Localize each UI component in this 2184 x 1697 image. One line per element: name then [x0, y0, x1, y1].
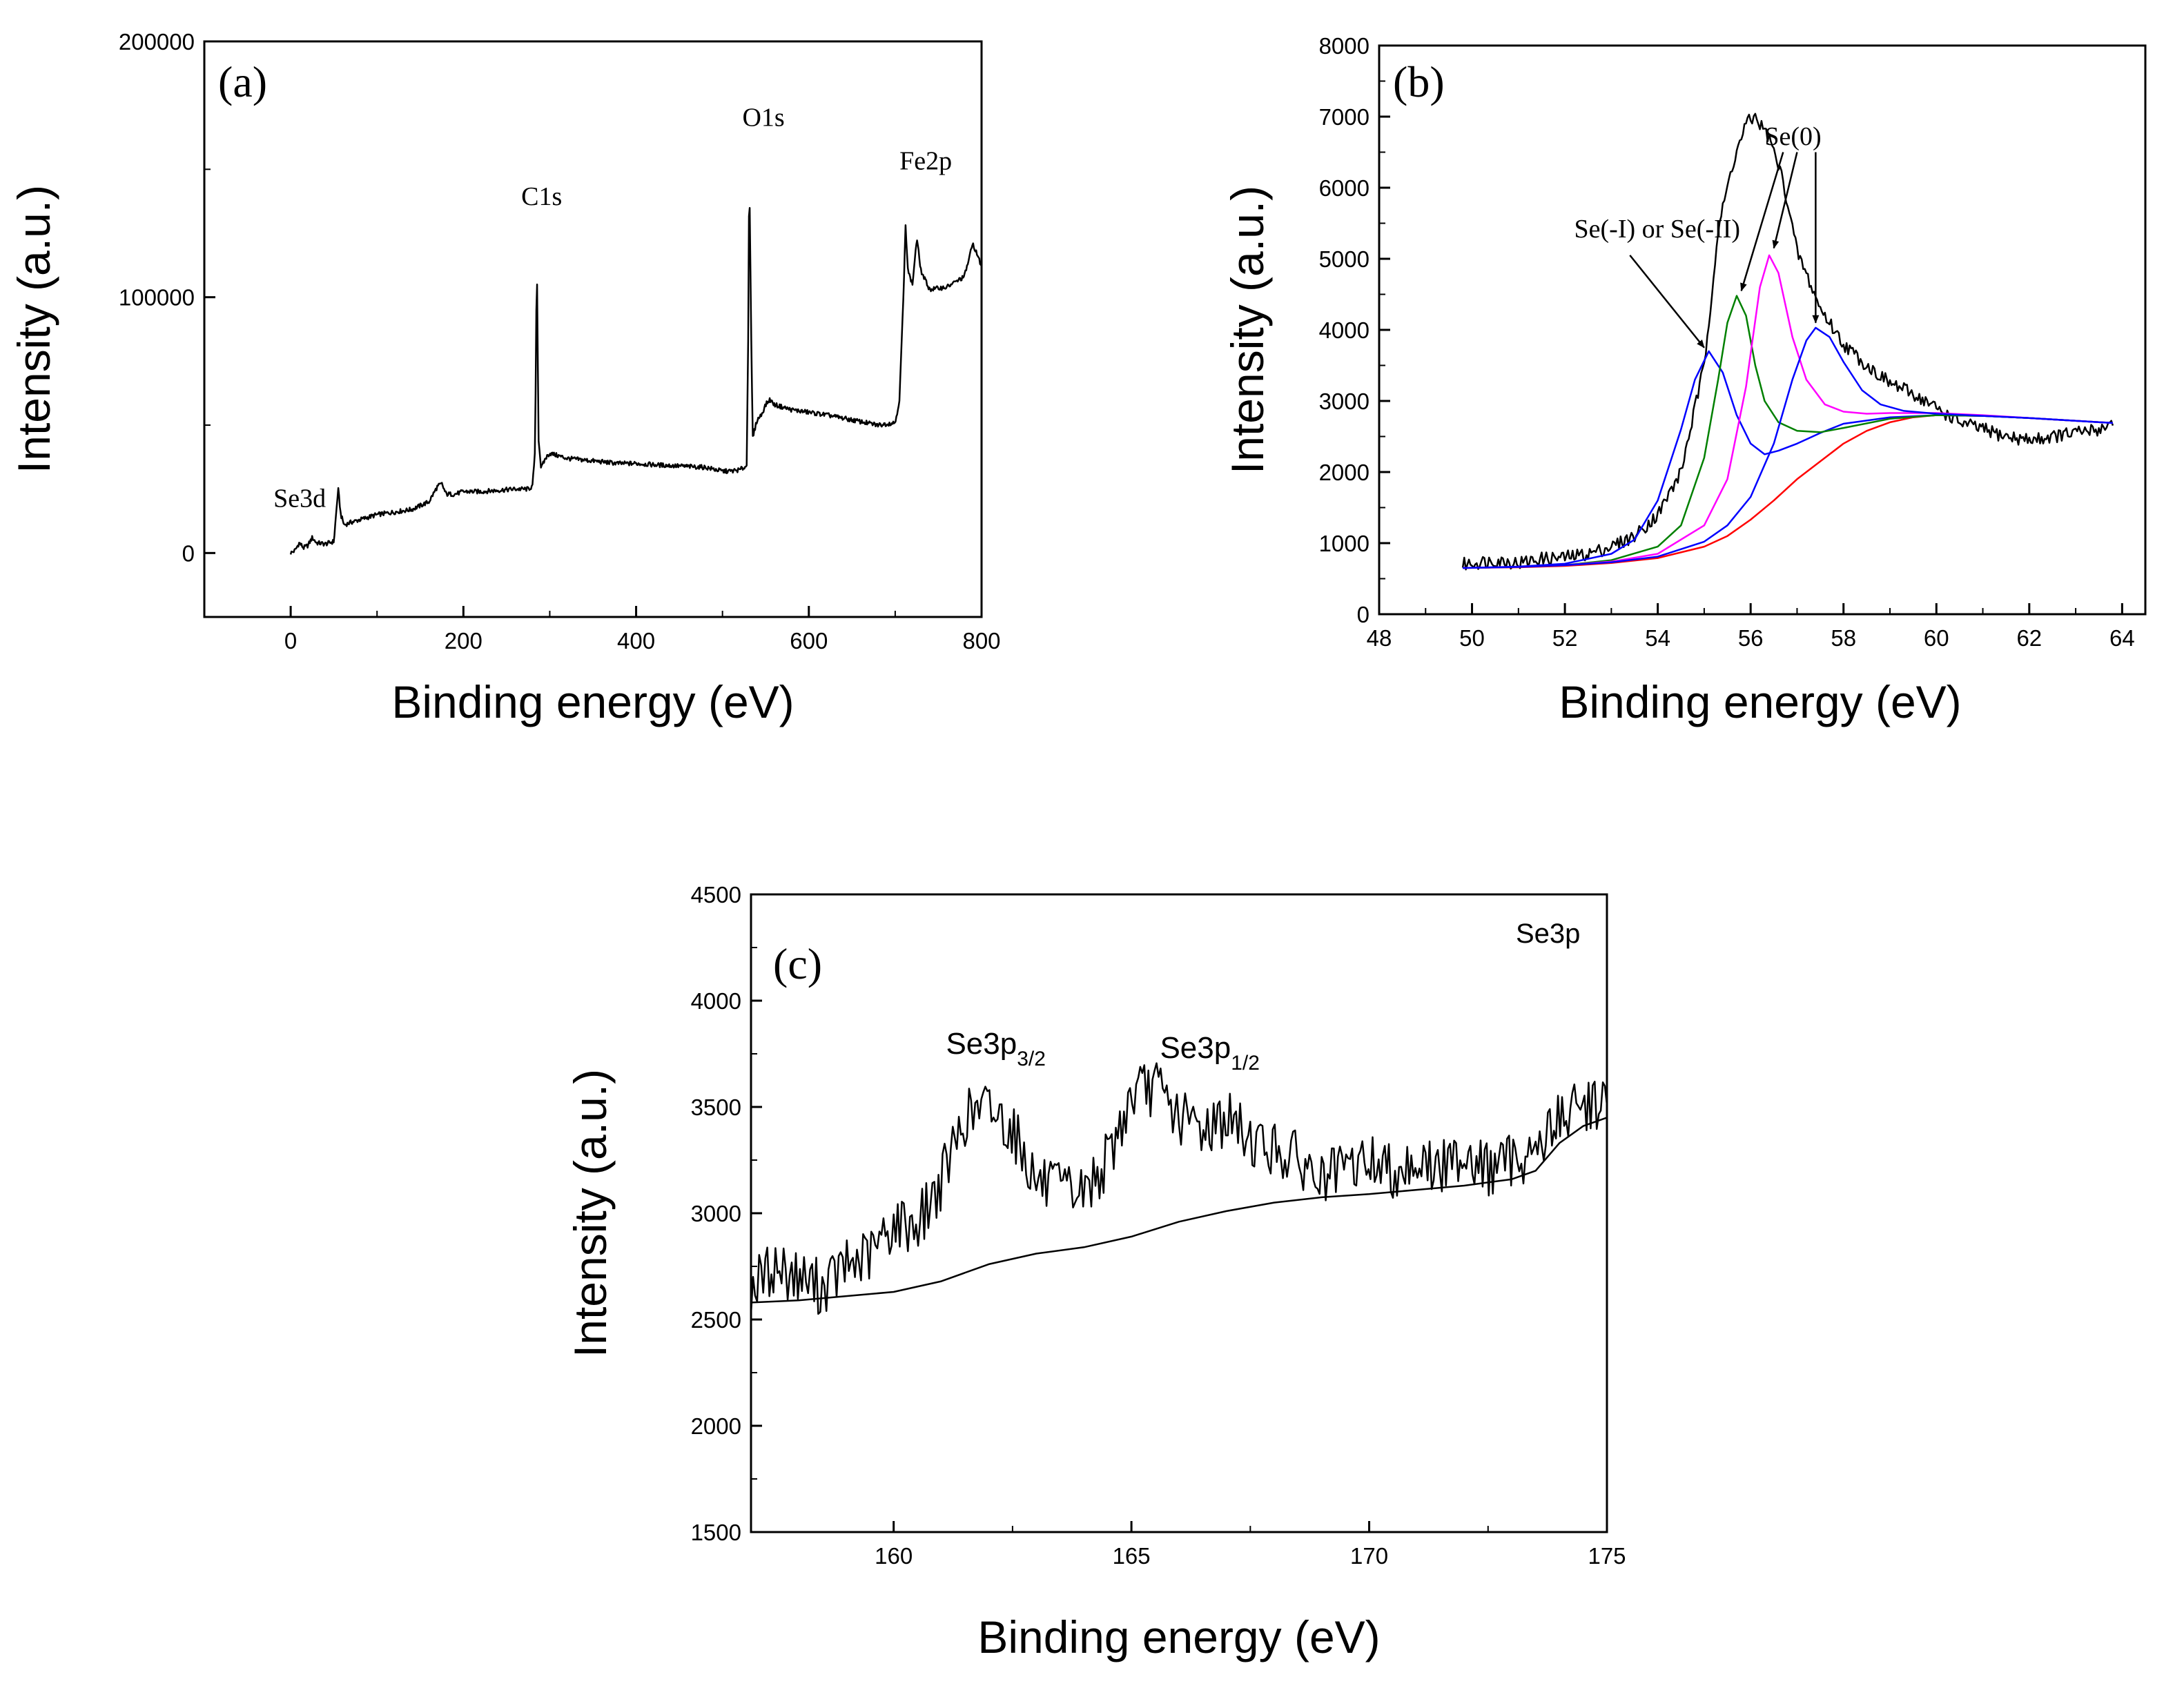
panel-a-ytick-label: 0: [182, 540, 195, 566]
panel-b-ytick-label: 2000: [1319, 460, 1369, 485]
panel-b-series-se-i-or-se-ii: [1463, 350, 2113, 569]
panel-a-ylabel: Intensity (a.u.): [8, 185, 59, 473]
panel-b-annotation: Se(0): [1764, 122, 1821, 151]
panel-b-xtick-label: 54: [1645, 625, 1670, 651]
panel-b-xlabel: Binding energy (eV): [1559, 676, 1961, 727]
panel-c-series-raw-data: [750, 1062, 1608, 1315]
panel-b-series-se-0-component: [1463, 326, 2113, 569]
panel-b-arrow: [1772, 152, 1798, 249]
panel-b-ytick-label: 4000: [1319, 317, 1369, 343]
panel-c-annotation: Se3p3/2: [946, 1027, 1045, 1070]
panel-a-annotation: O1s: [742, 103, 784, 132]
panel-c-letter: (c): [773, 939, 822, 988]
panel-b-arrows: [1629, 152, 1820, 349]
panel-a-xtick-label: 600: [790, 628, 828, 654]
panel-b-series-se-0-3d5-2: [1463, 295, 2113, 569]
panel-b-ytick-label: 0: [1357, 602, 1369, 627]
panel-c-annotations: Se3p3/2 Se3p1/2: [946, 1027, 1259, 1075]
panel-a-annotation: Fe2p: [899, 146, 952, 175]
panel-b-xtick-label: 58: [1831, 625, 1856, 651]
panel-c-ticks: 160 165 170 175 1500 2000 2500 3000 3500 4000 4500: [691, 882, 1626, 1569]
panel-c-ytick-label: 4500: [691, 882, 741, 908]
panel-a-ticks: 0 200 400 600 800 0 100000 200000: [119, 29, 1001, 654]
panel-b-annotation: Se(-I) or Se(-II): [1574, 215, 1741, 244]
panel-c-ylabel: Intensity (a.u.): [565, 1069, 616, 1357]
panel-c: 160 165 170 175 1500 2000 2500 3000 3500 4000 4500…: [565, 882, 1626, 1662]
panel-b-xtick-label: 56: [1738, 625, 1764, 651]
panel-b-ytick-label: 5000: [1319, 246, 1369, 272]
panel-c-series-background: [750, 1117, 1608, 1304]
panel-a-xtick-label: 200: [445, 628, 482, 654]
panel-b-xtick-label: 50: [1459, 625, 1485, 651]
panel-b-xtick-label: 52: [1552, 625, 1578, 651]
panel-a-letter: (a): [218, 57, 267, 106]
panel-a-frame: [203, 40, 983, 618]
panel-c-xlabel: Binding energy (eV): [977, 1611, 1380, 1662]
panel-a-ytick-label: 200000: [119, 29, 195, 55]
panel-b-arrow: [1629, 255, 1705, 349]
panel-b-ytick-label: 8000: [1319, 33, 1369, 59]
panel-b-xtick-label: 62: [2016, 625, 2042, 651]
panel-c-series: [750, 1062, 1608, 1315]
panel-b-xtick-label: 60: [1924, 625, 1949, 651]
panel-b-series: [1461, 112, 2114, 571]
panel-a-xlabel: Binding energy (eV): [391, 676, 794, 727]
panel-c-xtick-label: 165: [1113, 1543, 1151, 1569]
panel-c-ytick-label: 4000: [691, 988, 741, 1014]
panel-c-ytick-label: 3500: [691, 1095, 741, 1120]
panel-c-ytick-label: 2000: [691, 1413, 741, 1439]
panel-b-ylabel: Intensity (a.u.): [1222, 186, 1273, 474]
panel-a-ytick-label: 100000: [119, 285, 195, 311]
panel-a-xtick-label: 400: [617, 628, 655, 654]
panel-b-ytick-label: 6000: [1319, 175, 1369, 201]
panel-b: 48 50 52 54 56 58 60 62 64 0 1000 2000 3000 4000 5000 6…: [1222, 33, 2147, 727]
panel-a-annotations: Se3d C1s O1s Fe2p: [273, 103, 952, 513]
panel-c-annotation-subscript: 3/2: [1017, 1048, 1046, 1070]
panel-b-frame: [1378, 44, 2147, 616]
panel-a-annotation: C1s: [521, 182, 562, 211]
panel-b-letter: (b): [1393, 57, 1445, 106]
panel-c-xtick-label: 175: [1588, 1543, 1626, 1569]
panel-b-arrow: [1740, 152, 1784, 292]
panel-b-xtick-label: 64: [2109, 625, 2135, 651]
panel-b-xtick-label: 48: [1367, 625, 1392, 651]
panel-c-xtick-label: 170: [1350, 1543, 1388, 1569]
panel-a-xtick-label: 800: [962, 628, 1000, 654]
panel-a-series: [289, 206, 982, 555]
panel-c-annotation: Se3p1/2: [1160, 1031, 1259, 1075]
panel-a-series-survey: [289, 206, 982, 555]
panel-c-ytick-label: 2500: [691, 1307, 741, 1333]
panel-b-ytick-label: 7000: [1319, 104, 1369, 130]
panel-c-ytick-label: 1500: [691, 1520, 741, 1545]
panel-c-ytick-label: 3000: [691, 1201, 741, 1226]
panel-c-xtick-label: 160: [875, 1543, 913, 1569]
panel-b-ticks: 48 50 52 54 56 58 60 62 64 0 1000 2000 3000 4000 5000 6…: [1319, 33, 2135, 651]
panel-c-frame: [750, 893, 1608, 1533]
panel-b-ytick-label: 1000: [1319, 531, 1369, 556]
panel-b-annotations: Se(-I) or Se(-II) Se(0): [1574, 122, 1822, 244]
panel-b-series-se-0-3d3-2: [1463, 254, 2113, 569]
panel-b-series-raw-data: [1461, 112, 2114, 571]
panel-c-annotation-subscript: 1/2: [1231, 1052, 1260, 1075]
panel-b-ytick-label: 3000: [1319, 389, 1369, 414]
panel-c-title-annotation: Se3p: [1516, 919, 1580, 949]
panel-a-xtick-label: 0: [284, 628, 297, 654]
panel-a: 0 200 400 600 800 0 100000 200000 Se3d C1s O1s Fe2…: [8, 29, 1001, 727]
panel-a-annotation: Se3d: [273, 484, 326, 513]
